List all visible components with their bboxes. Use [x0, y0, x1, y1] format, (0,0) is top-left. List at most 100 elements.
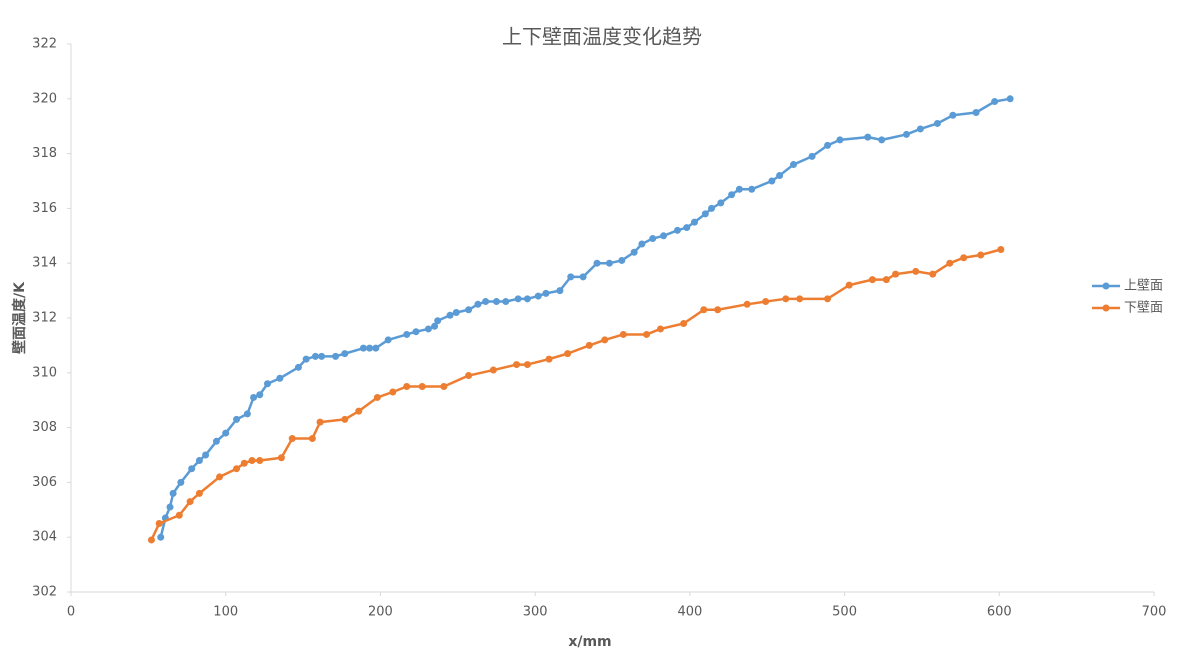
y-tick-label: 310	[32, 365, 57, 380]
y-tick-label: 312	[32, 311, 57, 326]
data-point	[824, 295, 832, 303]
data-point	[714, 306, 722, 314]
data-point	[318, 352, 326, 360]
data-point	[680, 319, 688, 327]
data-point	[579, 273, 587, 281]
data-point	[991, 98, 999, 106]
data-point	[147, 536, 155, 544]
data-point	[748, 185, 756, 193]
data-point	[294, 363, 302, 371]
data-point	[177, 478, 185, 486]
chart-title: 上下壁面温度变化趋势	[502, 25, 702, 49]
data-point	[256, 456, 264, 464]
data-point	[534, 292, 542, 300]
data-point	[997, 246, 1005, 253]
data-point	[233, 465, 241, 473]
data-point	[240, 459, 248, 467]
data-point	[977, 251, 985, 259]
data-point	[717, 199, 725, 207]
data-point	[489, 366, 497, 374]
y-tick-label: 320	[32, 91, 57, 106]
data-point	[545, 355, 553, 363]
data-point	[912, 267, 920, 275]
y-tick-label: 322	[32, 37, 57, 52]
data-point	[564, 350, 572, 358]
y-tick-label: 306	[32, 475, 57, 490]
legend-marker	[1102, 304, 1110, 312]
data-point	[514, 295, 522, 303]
data-point	[311, 352, 319, 360]
x-tick-label: 600	[987, 605, 1012, 620]
data-point	[638, 240, 646, 248]
data-point	[701, 210, 709, 218]
data-point	[332, 352, 340, 360]
data-point	[412, 328, 420, 336]
x-tick-label: 300	[523, 605, 548, 620]
data-point	[434, 317, 442, 325]
x-tick-label: 200	[368, 605, 393, 620]
data-point	[708, 204, 716, 212]
data-point	[782, 295, 790, 303]
data-point	[649, 235, 657, 243]
legend-label: 下壁面	[1124, 301, 1163, 316]
data-point	[683, 224, 691, 232]
y-tick-label: 314	[32, 256, 57, 271]
data-point	[868, 276, 876, 284]
data-point	[302, 355, 310, 363]
data-point	[735, 185, 743, 193]
data-point	[690, 218, 698, 226]
data-point	[618, 256, 626, 264]
y-axis-title: 壁面温度/K	[11, 281, 28, 354]
x-tick-label: 500	[832, 605, 857, 620]
data-point	[216, 473, 224, 481]
data-point	[175, 511, 183, 519]
data-point	[916, 125, 924, 133]
data-point	[465, 306, 473, 314]
data-point	[166, 503, 174, 511]
data-point	[155, 520, 163, 527]
data-point	[418, 383, 426, 390]
data-point	[316, 418, 324, 426]
data-point	[431, 322, 439, 330]
data-point	[808, 152, 816, 160]
data-point	[222, 429, 230, 437]
data-point	[424, 325, 432, 333]
data-point	[256, 391, 264, 399]
x-tick-label: 100	[213, 605, 238, 620]
data-point	[660, 232, 668, 240]
data-point	[929, 270, 937, 278]
data-point	[601, 336, 609, 344]
y-tick-label: 304	[32, 530, 57, 545]
data-point	[308, 435, 316, 443]
data-point	[656, 325, 664, 333]
data-point	[403, 383, 411, 390]
data-point	[169, 489, 177, 497]
data-point	[542, 289, 550, 297]
data-point	[824, 141, 832, 149]
data-point	[643, 330, 651, 338]
data-point	[341, 350, 349, 358]
data-point	[796, 295, 804, 303]
data-point	[743, 300, 751, 308]
data-point	[233, 415, 241, 423]
x-axis-title: x/mm	[568, 634, 611, 650]
data-point	[762, 298, 770, 306]
data-point	[372, 344, 380, 352]
data-point	[605, 259, 613, 267]
data-point	[619, 330, 627, 338]
data-point	[673, 226, 681, 234]
data-point	[933, 119, 941, 127]
data-point	[523, 295, 531, 303]
data-point	[277, 454, 285, 462]
data-point	[946, 259, 954, 267]
data-point	[902, 130, 910, 138]
data-point	[188, 465, 196, 473]
data-point	[195, 456, 203, 464]
data-point	[157, 533, 165, 541]
data-point	[585, 341, 593, 349]
x-tick-label: 700	[1142, 605, 1167, 620]
data-point	[502, 298, 510, 306]
data-point	[513, 361, 521, 369]
